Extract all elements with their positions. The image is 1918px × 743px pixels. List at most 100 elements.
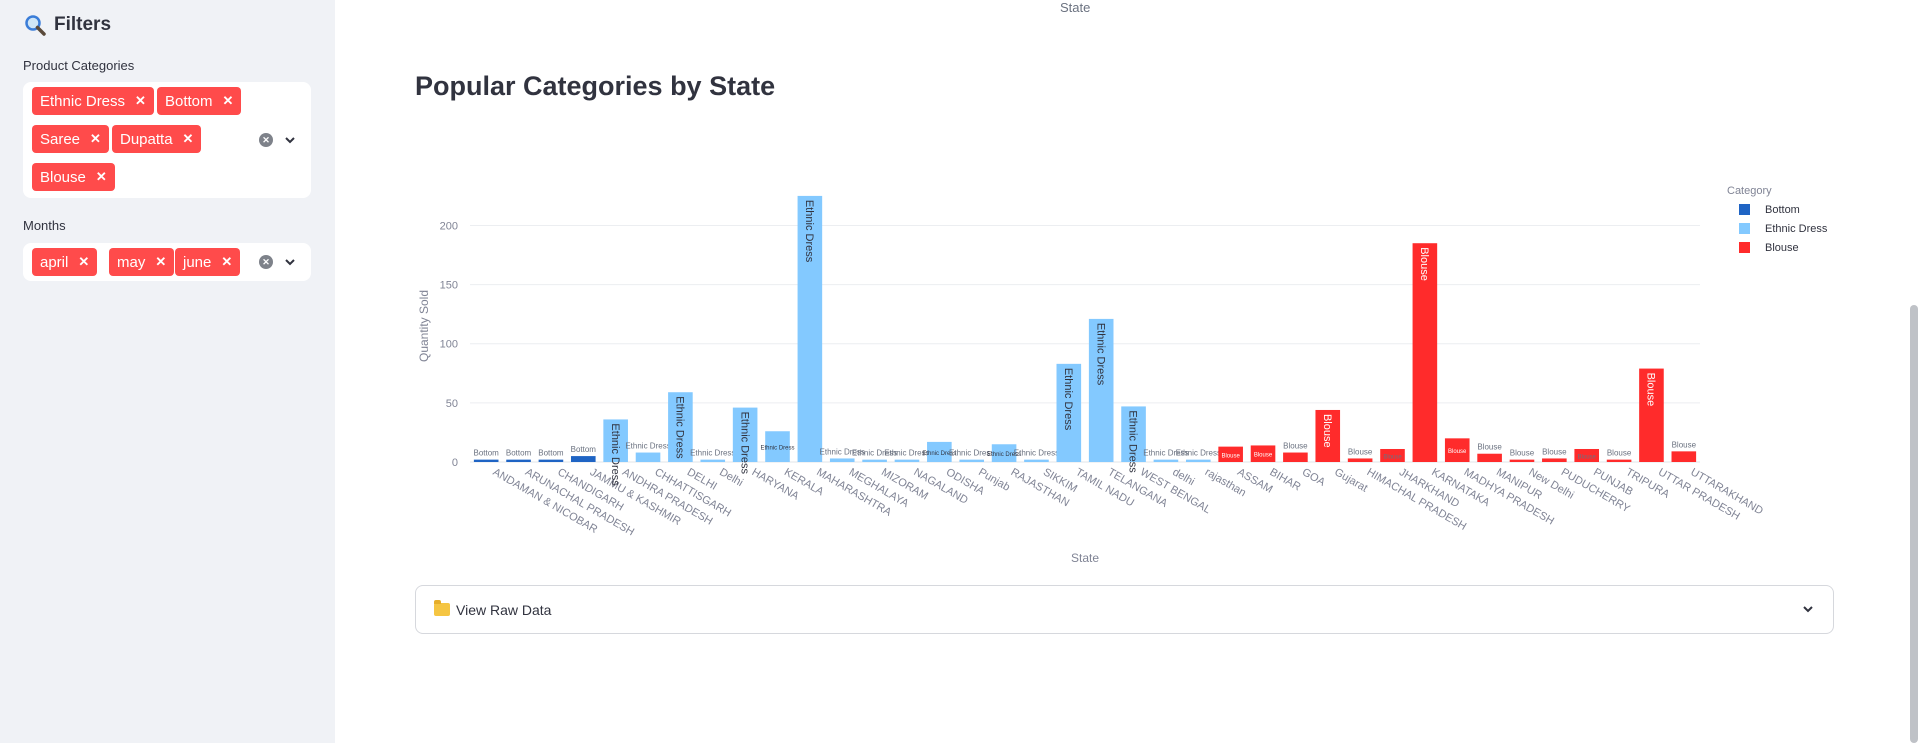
chevron-down-icon[interactable] [283, 255, 297, 269]
legend-swatch [1739, 242, 1750, 253]
bar-data-label: Ethnic Dress [1014, 449, 1059, 458]
page-scrollbar[interactable] [1910, 305, 1918, 743]
months-multiselect[interactable]: april ✕ may ✕ june ✕ ✕ [23, 243, 311, 281]
bar-data-label: Blouse [1221, 453, 1240, 459]
bar-data-label: Blouse [1448, 449, 1467, 455]
sidebar: Filters Product Categories Ethnic Dress ✕… [0, 0, 335, 743]
bar [1542, 458, 1567, 462]
chip-remove-icon[interactable]: ✕ [95, 169, 107, 184]
bar [1153, 459, 1179, 462]
bar [765, 431, 790, 462]
legend-title: Category [1727, 185, 1772, 197]
bar-data-label: Ethnic Dress [820, 447, 865, 456]
chip-remove-icon[interactable]: ✕ [90, 131, 101, 146]
bar-data-label: Blouse [1321, 414, 1333, 448]
month-chip[interactable]: june ✕ [175, 248, 241, 276]
category-chip[interactable]: Ethnic Dress ✕ [32, 87, 154, 115]
bar-data-label: Blouse [1542, 447, 1567, 456]
legend-swatch [1739, 223, 1750, 234]
months-label: Months [23, 218, 66, 233]
bar [1315, 409, 1341, 462]
bar-data-label: Bottom [571, 445, 597, 454]
chip-remove-icon[interactable]: ✕ [222, 93, 234, 108]
bar [959, 459, 985, 462]
chevron-down-icon[interactable] [283, 133, 297, 147]
bar-data-label: Blouse [1510, 449, 1535, 458]
magnifier-icon [25, 15, 46, 36]
category-chip[interactable]: Saree ✕ [32, 125, 109, 153]
bar-data-label: Ethnic Dress [987, 452, 1021, 458]
bar [1088, 318, 1114, 462]
bar [1024, 459, 1049, 462]
page-heading: Popular Categories by State [415, 71, 776, 101]
bar [1347, 458, 1373, 462]
bar [1380, 448, 1405, 462]
chip-label: april [40, 253, 69, 271]
bar-data-label: Ethnic Dress [949, 449, 994, 458]
bar [1574, 448, 1600, 462]
bar [603, 419, 628, 462]
y-tick-label: 50 [446, 398, 458, 410]
bar [894, 459, 920, 462]
bar-data-label: Ethnic Dress [760, 446, 794, 452]
x-tick-label: BIHAR [1268, 466, 1303, 493]
chip-label: Saree [40, 130, 81, 148]
bar-data-label: Blouse [1348, 447, 1373, 456]
bar-data-label: Blouse [1578, 454, 1597, 460]
clear-all-icon[interactable]: ✕ [259, 255, 273, 269]
legend-entry: Bottom [1765, 204, 1800, 216]
month-chip[interactable]: april ✕ [32, 248, 98, 276]
x-tick-label: GOA [1300, 466, 1328, 489]
bar-data-label: Ethnic Dress [803, 200, 815, 263]
chip-remove-icon[interactable]: ✕ [182, 131, 194, 146]
bar [1444, 438, 1470, 462]
chip-label: Bottom [165, 92, 213, 110]
clear-all-icon[interactable]: ✕ [259, 133, 273, 147]
bar [927, 441, 952, 462]
bar-data-label: Ethnic Dress [1176, 449, 1221, 458]
expander-label: View Raw Data [456, 601, 552, 618]
chip-remove-icon[interactable]: ✕ [78, 254, 90, 269]
bar [1121, 406, 1146, 462]
bar [1477, 453, 1502, 462]
bar-data-label: Ethnic Dress [1143, 449, 1188, 458]
bar [538, 459, 564, 462]
chip-remove-icon[interactable]: ✕ [221, 254, 233, 269]
chip-remove-icon[interactable]: ✕ [135, 93, 146, 108]
bar-data-label: Blouse [1645, 373, 1657, 407]
y-tick-label: 150 [440, 280, 458, 292]
chip-label: june [183, 253, 212, 271]
bar-data-label: Blouse [1283, 442, 1308, 451]
bar [829, 458, 855, 462]
bar [570, 456, 596, 462]
bar-data-label: Bottom [538, 449, 564, 458]
chip-remove-icon[interactable]: ✕ [155, 254, 167, 269]
bar-data-label: Blouse [1672, 440, 1697, 449]
bar-data-label: Ethnic Dress [922, 451, 956, 457]
category-chip[interactable]: Dupatta ✕ [112, 125, 202, 153]
bar-data-label: Ethnic Dress [1127, 410, 1139, 473]
legend-entry: Blouse [1765, 242, 1799, 254]
x-axis-label: State [1071, 551, 1099, 565]
bar-data-label: Ethnic Dress [852, 449, 897, 458]
category-chip[interactable]: Blouse ✕ [32, 163, 115, 191]
y-tick-label: 200 [440, 220, 458, 232]
month-chip[interactable]: may ✕ [109, 248, 175, 276]
bar [797, 195, 823, 463]
bar-data-label: Ethnic Dress [690, 449, 735, 458]
product-categories-multiselect[interactable]: Ethnic Dress ✕ Bottom ✕ Saree ✕ Dupatta ✕ Bl… [23, 82, 311, 198]
bar [1283, 452, 1308, 462]
bar [1250, 445, 1276, 462]
chevron-down-icon[interactable] [1801, 602, 1815, 616]
bar-data-label: Ethnic Dress [674, 396, 686, 459]
bar [1412, 243, 1438, 462]
category-chip[interactable]: Bottom ✕ [157, 87, 242, 115]
bar [732, 407, 758, 462]
bar [635, 452, 661, 462]
bar [1056, 363, 1082, 462]
view-raw-data-expander[interactable]: View Raw Data [415, 585, 1834, 634]
bar [1185, 459, 1211, 462]
bar-data-label: Ethnic Dress [609, 423, 621, 486]
bar-data-label: Blouse [1607, 449, 1632, 458]
bar [506, 459, 531, 462]
